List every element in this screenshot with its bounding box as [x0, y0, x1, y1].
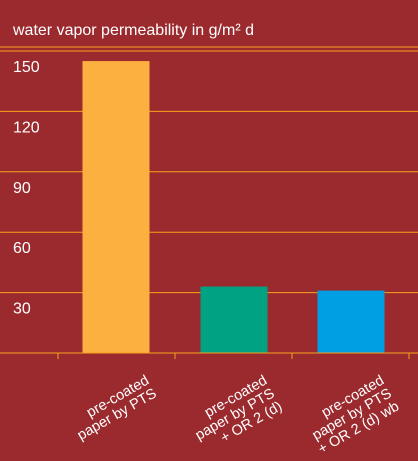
y-tick-label: 30 — [13, 301, 31, 318]
bar — [317, 290, 385, 353]
y-tick-label: 150 — [13, 59, 40, 76]
chart-title: water vapor permeability in g/m² d — [12, 22, 254, 39]
bars — [82, 61, 385, 354]
y-tick-label: 90 — [13, 180, 31, 197]
x-axis — [0, 352, 418, 359]
y-tick-label: 120 — [13, 119, 40, 136]
y-tick-label: 60 — [13, 240, 31, 257]
gridlines — [0, 46, 418, 294]
bar — [82, 61, 150, 354]
bar — [200, 286, 268, 353]
y-tick-labels: 30 60 90 120 150 — [13, 59, 40, 318]
